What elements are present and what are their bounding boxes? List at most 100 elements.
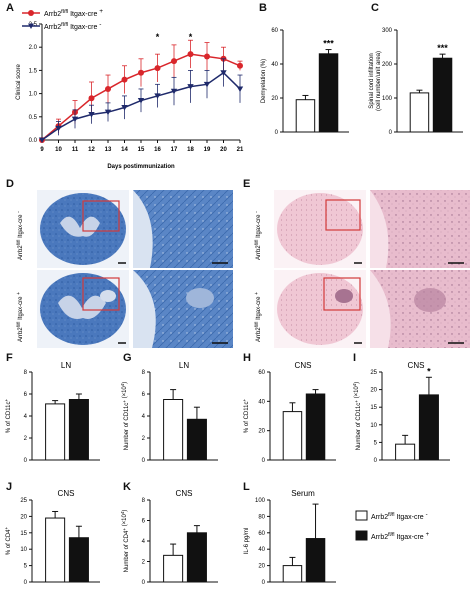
y-tick-label: 0: [262, 458, 266, 464]
legend-label-pos: Arrb2fl/fl Itgax-cre +: [371, 532, 430, 541]
significance-marker: ***: [437, 43, 448, 53]
x-tick-label: 21: [237, 147, 244, 153]
y-tick-label: 8: [24, 370, 28, 376]
y-axis-label: Number of CD11c+ (×104): [120, 382, 130, 451]
y-tick-label: 0: [262, 580, 266, 586]
y-tick-label: 0: [24, 458, 28, 464]
data-point: [38, 137, 46, 143]
x-tick-label: 18: [187, 147, 194, 153]
y-tick-label: 25: [20, 498, 27, 504]
data-point: [171, 58, 177, 65]
y-axis-label: % of CD4+: [4, 526, 12, 555]
y-tick-label: 40: [258, 547, 265, 553]
bar-cre-neg: [395, 443, 416, 461]
y-tick-label: 0: [142, 580, 146, 586]
y-tick-label: 20: [271, 96, 278, 102]
cns-cd11c-number-chart: 0 5 10 15 20 25 CNS* Number of CD11c+ (×104): [352, 361, 450, 464]
data-point: [204, 53, 210, 60]
data-point: [71, 116, 79, 123]
data-point: [203, 81, 211, 88]
y-tick-label: 15: [370, 405, 377, 411]
he-row-label-neg: Arrb2fl/fl Itgax-cre -: [254, 211, 262, 260]
legend-label-cre-neg: Arrb2fl/fl Itgax-cre -: [44, 21, 101, 31]
x-tick-label: 20: [220, 147, 227, 153]
chart-title: CNS: [58, 489, 75, 498]
data-point: [154, 65, 161, 72]
significance-marker: *: [427, 366, 431, 376]
panel-letter-d: D: [6, 178, 14, 190]
panel-letter-j: J: [6, 481, 13, 493]
x-axis-label: Days postimmunization: [107, 164, 175, 170]
y-axis-label: Spinal cord infiltation(cell number/unit…: [369, 51, 382, 111]
x-tick-label: 16: [154, 147, 161, 153]
bar-cre-neg: [282, 411, 303, 461]
y-tick-label: 6: [142, 392, 146, 398]
y-tick-label: 0: [24, 580, 28, 586]
y-tick-label: 1.0: [29, 92, 38, 98]
ln-cd11c-percent-chart: 0 2 4 6 8 LN % of CD11c+: [4, 361, 100, 464]
y-tick-label: 15: [20, 531, 27, 537]
x-tick-label: 15: [138, 147, 145, 153]
serum-il6-chart: 0 20 40 60 80 100 Serum IL-6 pg/ml: [244, 489, 336, 586]
panel-letter-g: G: [123, 352, 132, 364]
significance-marker: *: [189, 32, 193, 42]
y-tick-label: 300: [382, 28, 393, 34]
x-tick-label: 12: [88, 147, 95, 153]
demyelination-bar-chart: 0 20 40 60 *** Demyelation (%): [261, 28, 349, 136]
y-tick-label: 60: [271, 28, 278, 34]
y-tick-label: 2: [24, 436, 28, 442]
chart-title: Serum: [291, 489, 315, 498]
y-tick-label: 20: [20, 514, 27, 520]
data-point: [121, 105, 128, 111]
bar-cre-pos: [68, 399, 89, 461]
y-tick-label: 40: [271, 62, 278, 68]
lfb-histology-panel: Arrb2fl/fl Itgax-cre - Arrb2fl/fl Itgax-…: [16, 190, 233, 348]
y-tick-label: 80: [258, 514, 265, 520]
y-tick-label: 20: [258, 429, 265, 435]
group-legend: Arrb2fl/fl Itgax-cre - Arrb2fl/fl Itgax-…: [355, 510, 430, 541]
y-tick-label: 2.0: [29, 45, 38, 51]
y-tick-label: 0.5: [29, 115, 38, 121]
panel-letter-c: C: [371, 2, 379, 14]
y-tick-label: 0: [389, 130, 393, 136]
data-point: [121, 76, 128, 83]
panel-letter-h: H: [243, 352, 251, 364]
y-tick-label: 4: [24, 414, 28, 420]
bar-cre-neg: [45, 517, 66, 583]
bar-cre-neg: [163, 399, 184, 461]
x-tick-label: 17: [171, 147, 178, 153]
y-tick-label: 25: [370, 370, 377, 376]
chart-title: CNS: [176, 489, 193, 498]
x-tick-label: 19: [204, 147, 211, 153]
y-axis-label: Number of CD11c+ (×104): [352, 382, 362, 451]
y-tick-label: 10: [370, 423, 377, 429]
y-tick-label: 4: [142, 414, 146, 420]
bar-cre-neg: [282, 565, 303, 583]
lfb-row-label-neg: Arrb2fl/fl Itgax-cre -: [16, 211, 24, 260]
panel-letter-i: I: [353, 352, 357, 364]
y-tick-label: 60: [258, 370, 265, 376]
y-tick-label: 100: [382, 96, 393, 102]
x-tick-label: 9: [40, 147, 44, 153]
bar-cre-pos: [318, 53, 339, 133]
panel-letter-b: B: [259, 2, 267, 14]
y-tick-label: 8: [142, 370, 146, 376]
y-tick-label: 0: [142, 458, 146, 464]
data-point: [138, 69, 144, 76]
bar-cre-pos: [186, 418, 207, 461]
data-point: [88, 111, 95, 118]
y-tick-label: 1.5: [29, 68, 38, 74]
y-axis-label: IL-6 pg/ml: [244, 528, 250, 555]
x-tick-label: 14: [121, 147, 128, 153]
y-tick-label: 10: [20, 547, 27, 553]
y-tick-label: 0: [374, 458, 378, 464]
y-axis-label: % of CD11c+: [242, 399, 250, 434]
data-point: [237, 62, 243, 69]
data-point: [88, 95, 95, 102]
zoom-box: [82, 200, 120, 232]
ln-cd11c-number-chart: 0 2 4 6 8 LN Number of CD11c+ (×104): [120, 361, 218, 464]
data-point: [187, 84, 194, 90]
x-tick-label: 13: [105, 147, 112, 153]
panel-letter-l: L: [243, 481, 250, 493]
y-tick-label: 2: [142, 436, 146, 442]
